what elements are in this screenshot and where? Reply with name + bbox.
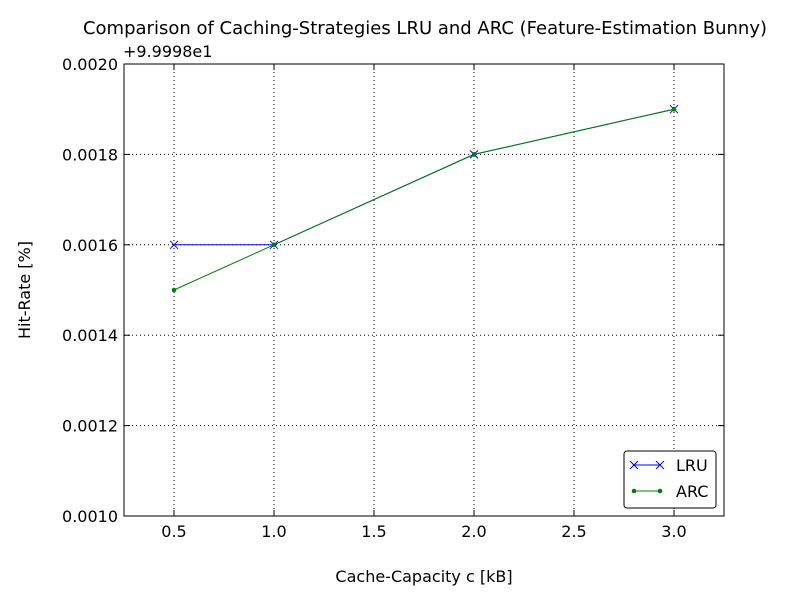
y-tick-label: 0.0016: [62, 236, 118, 255]
y-axis-label: Hit-Rate [%]: [15, 241, 34, 339]
chart-title: Comparison of Caching-Strategies LRU and…: [83, 18, 767, 39]
x-tick-label: 1.5: [361, 522, 386, 541]
data-point-arc: [171, 287, 177, 293]
data-point-arc: [271, 242, 277, 248]
y-tick-label: 0.0012: [62, 417, 118, 436]
data-point-arc: [671, 106, 677, 112]
data-point-arc: [471, 152, 477, 157]
legend-item-lru: LRU: [629, 456, 708, 475]
x-tick-label: 2.0: [461, 522, 486, 541]
y-tick-label: 0.0014: [62, 326, 118, 345]
x-tick-label: 0.5: [161, 522, 186, 541]
plot-frame: [123, 63, 725, 517]
y-offset-label: +9.9998e1: [123, 42, 212, 61]
data-point-lru: [169, 240, 179, 250]
x-tick-label: 1.0: [261, 522, 286, 541]
legend-marker-lru: [655, 460, 665, 470]
legend: LRU ARC: [623, 450, 717, 509]
legend-label-lru: LRU: [676, 456, 708, 475]
series-line-arc: [173, 108, 675, 291]
x-tick-label: 2.5: [561, 522, 586, 541]
legend-label-arc: ARC: [676, 482, 708, 501]
x-axis-label: Cache-Capacity c [kB]: [335, 567, 512, 586]
axis-ticks: 0.5 1.0 1.5 2.0 2.5 3.0 0.0010 0.0012 0.0014 0.00…: [62, 55, 724, 541]
legend-item-arc: ARC: [631, 482, 708, 501]
y-tick-label: 0.0018: [62, 145, 118, 164]
grid: [124, 63, 724, 517]
series-layer: [169, 104, 679, 293]
y-tick-label: 0.0010: [62, 507, 118, 526]
x-tick-label: 3.0: [661, 522, 686, 541]
y-tick-label: 0.0020: [62, 55, 118, 74]
legend-marker-lru: [629, 460, 639, 470]
legend-marker-arc: [657, 488, 663, 494]
legend-marker-arc: [631, 488, 637, 494]
